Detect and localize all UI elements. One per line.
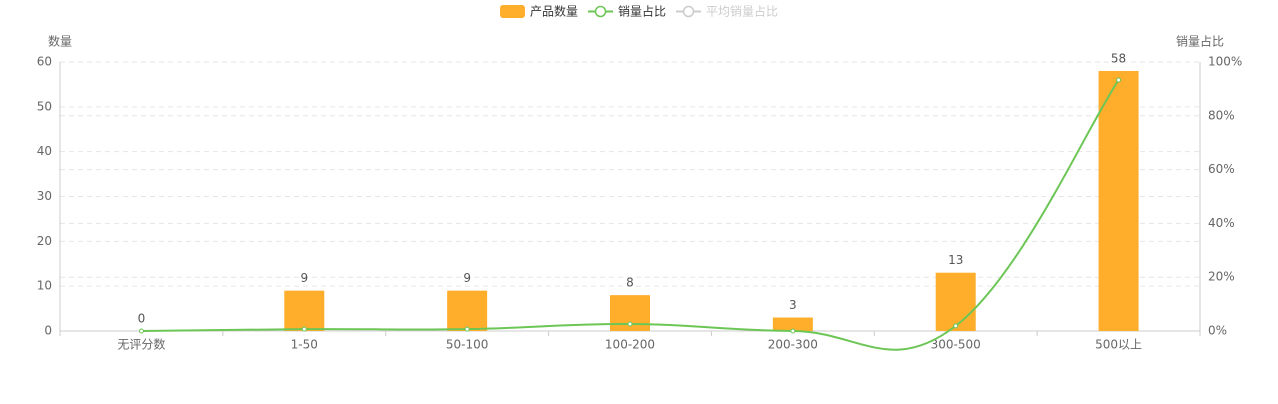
- bar: [1098, 70, 1139, 331]
- x-tick-label: 500以上: [1095, 338, 1142, 352]
- y-tick-label: 60: [37, 55, 52, 69]
- line-point: [138, 328, 144, 334]
- data-label: 0: [138, 312, 146, 326]
- y-tick-label: 20: [37, 234, 52, 248]
- y-tick-label: 40: [37, 144, 52, 158]
- line-point: [953, 323, 959, 329]
- x-tick-label: 200-300: [768, 338, 818, 352]
- data-label: 58: [1111, 51, 1126, 65]
- legend-label[interactable]: 产品数量: [530, 4, 578, 19]
- y-tick-label: 30: [37, 189, 52, 203]
- bar: [447, 290, 488, 331]
- y2-tick-label: 40%: [1208, 216, 1235, 230]
- bar: [772, 317, 813, 331]
- y-tick-label: 0: [44, 324, 52, 338]
- y2-axis-label: 销量占比: [1176, 34, 1224, 49]
- y2-tick-label: 20%: [1208, 270, 1235, 284]
- line-point: [627, 321, 633, 327]
- legend-swatch[interactable]: [682, 5, 695, 18]
- legend-swatch[interactable]: [594, 5, 607, 18]
- data-label: 3: [789, 298, 797, 312]
- line-point: [301, 326, 307, 332]
- legend-label[interactable]: 销量占比: [618, 4, 666, 19]
- legend-swatch[interactable]: [500, 5, 525, 18]
- legend-label[interactable]: 平均销量占比: [706, 4, 778, 19]
- x-tick-label: 50-100: [446, 338, 489, 352]
- y-tick-label: 50: [37, 99, 52, 113]
- data-label: 13: [948, 253, 963, 267]
- y2-tick-label: 80%: [1208, 108, 1235, 122]
- x-tick-label: 1-50: [291, 338, 318, 352]
- line-point: [464, 326, 470, 332]
- bar: [284, 290, 325, 331]
- x-tick-label: 无评分数: [117, 337, 165, 352]
- x-tick-label: 100-200: [605, 338, 655, 352]
- line-point: [790, 328, 796, 334]
- line-point: [1116, 77, 1122, 83]
- y2-tick-label: 60%: [1208, 162, 1235, 176]
- bar: [935, 272, 976, 331]
- y-axis-label: 数量: [48, 34, 72, 49]
- data-label: 9: [463, 271, 471, 285]
- data-label: 8: [626, 276, 634, 290]
- data-label: 9: [300, 271, 308, 285]
- y2-tick-label: 0%: [1208, 324, 1227, 338]
- y2-tick-label: 100%: [1208, 55, 1242, 69]
- x-tick-label: 300-500: [931, 338, 981, 352]
- line: [141, 79, 1120, 351]
- y-tick-label: 10: [37, 279, 52, 293]
